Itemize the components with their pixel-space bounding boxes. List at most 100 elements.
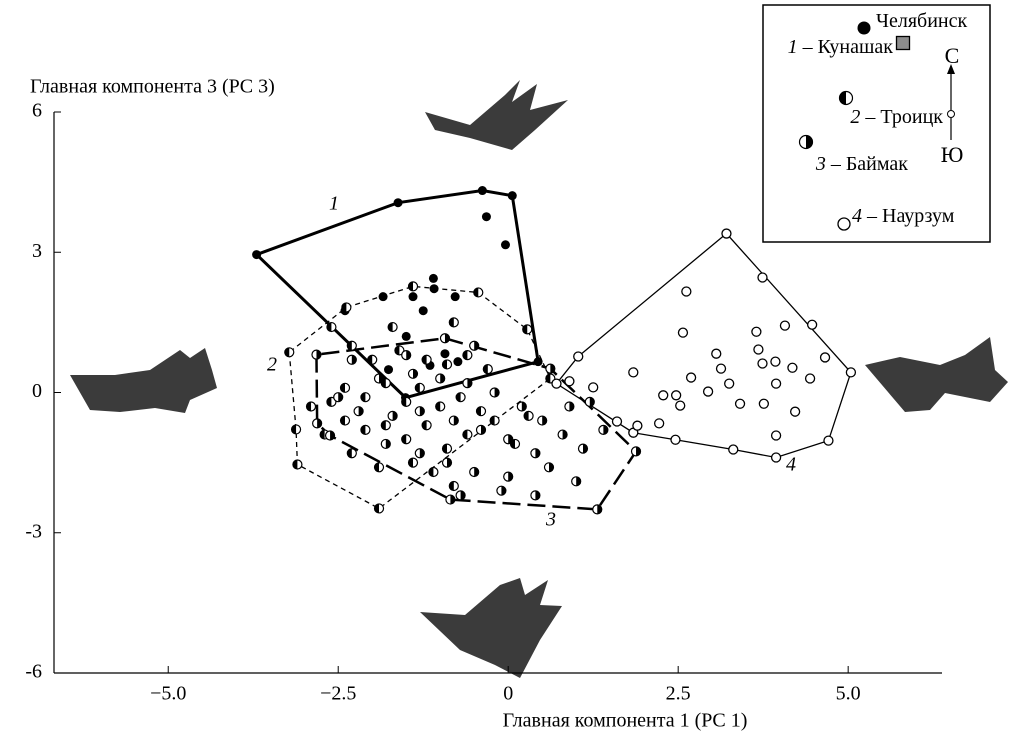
marker-dot: [429, 284, 439, 294]
marker: [387, 410, 398, 421]
marker-dot: [378, 292, 388, 302]
marker-half: [449, 317, 454, 327]
marker: [380, 378, 391, 389]
marker: [475, 424, 487, 435]
marker: [758, 398, 770, 409]
marker-half: [508, 472, 513, 482]
marker-half: [569, 402, 574, 412]
marker-dot: [721, 228, 732, 239]
marker-half: [494, 388, 500, 397]
marker-dot: [551, 378, 562, 389]
marker: [507, 191, 517, 201]
marker-dot: [481, 212, 491, 222]
marker-dot: [685, 372, 697, 383]
legend-text: Челябинск: [876, 10, 968, 32]
marker: [770, 430, 782, 441]
hull-label: 3: [545, 509, 556, 531]
marker: [324, 430, 336, 441]
marker-half: [381, 420, 386, 430]
marker-dot: [384, 365, 394, 375]
marker: [557, 429, 568, 440]
marker-half: [839, 91, 846, 105]
marker: [757, 358, 768, 369]
x-tick-label: 0: [503, 683, 513, 705]
marker: [453, 357, 463, 367]
marker: [592, 504, 603, 515]
marker-dot: [450, 292, 460, 302]
marker-half: [413, 369, 418, 379]
marker: [407, 368, 419, 379]
marker: [819, 352, 831, 363]
compass-arrow-head: [947, 64, 955, 74]
marker-half: [562, 430, 568, 440]
marker: [441, 457, 453, 468]
compass-point: [947, 110, 955, 118]
marker: [421, 420, 432, 431]
marker-half: [326, 397, 332, 407]
marker: [360, 392, 371, 403]
marker-half: [453, 416, 459, 426]
marker: [378, 292, 388, 302]
marker: [441, 443, 453, 454]
marker-half: [582, 444, 588, 454]
marker: [715, 363, 727, 374]
marker: [724, 378, 735, 389]
x-tick-label: 5.0: [836, 683, 861, 705]
legend-number: 2: [850, 106, 860, 128]
marker-dot: [670, 390, 682, 401]
legend-label: 4 – Наурзум: [852, 205, 955, 227]
marker: [435, 401, 446, 412]
marker-dot: [804, 373, 816, 384]
compass-north: С: [945, 43, 960, 68]
marker-dot: [428, 273, 438, 283]
marker-half: [603, 425, 608, 435]
marker-half: [548, 462, 554, 472]
marker-half: [476, 406, 482, 416]
marker: [787, 362, 798, 373]
marker-half: [474, 467, 479, 477]
marker: [658, 390, 669, 401]
marker: [290, 424, 302, 435]
marker-half: [450, 495, 455, 505]
marker: [367, 354, 378, 365]
marker: [681, 286, 692, 297]
marker-half: [291, 424, 297, 434]
marker-half: [636, 446, 641, 456]
marker-half: [401, 397, 407, 407]
marker: [489, 387, 500, 398]
marker: [401, 331, 411, 341]
marker-dot: [770, 430, 782, 441]
marker: [428, 273, 438, 283]
marker-half: [447, 458, 452, 468]
marker-dot: [837, 217, 851, 231]
marker-dot: [702, 386, 714, 397]
marker-dot: [845, 367, 857, 378]
marker: [770, 452, 782, 463]
marker: [339, 382, 351, 393]
marker: [779, 320, 791, 331]
marker-half: [589, 397, 595, 407]
marker-dot: [500, 240, 510, 250]
y-axis-title: Главная компонента 3 (PC 3): [30, 76, 275, 98]
marker-half: [524, 411, 529, 421]
marker: [537, 415, 548, 426]
marker-dot: [408, 292, 418, 302]
marker-half: [340, 416, 346, 426]
marker: [384, 365, 394, 375]
marker-half: [550, 364, 555, 374]
legend-text: – Наурзум: [862, 205, 955, 227]
marker-dot: [711, 348, 722, 359]
bird-silhouette: [420, 578, 562, 678]
marker: [584, 396, 595, 407]
marker: [312, 418, 323, 429]
hull: [555, 232, 852, 459]
marker: [326, 396, 337, 407]
marker-dot: [533, 357, 543, 367]
marker-dot: [611, 416, 623, 427]
marker: [838, 90, 854, 106]
marker-dot: [753, 344, 764, 355]
marker: [523, 410, 534, 421]
marker: [311, 349, 322, 360]
marker-dot: [252, 250, 262, 260]
marker-half: [449, 481, 454, 491]
